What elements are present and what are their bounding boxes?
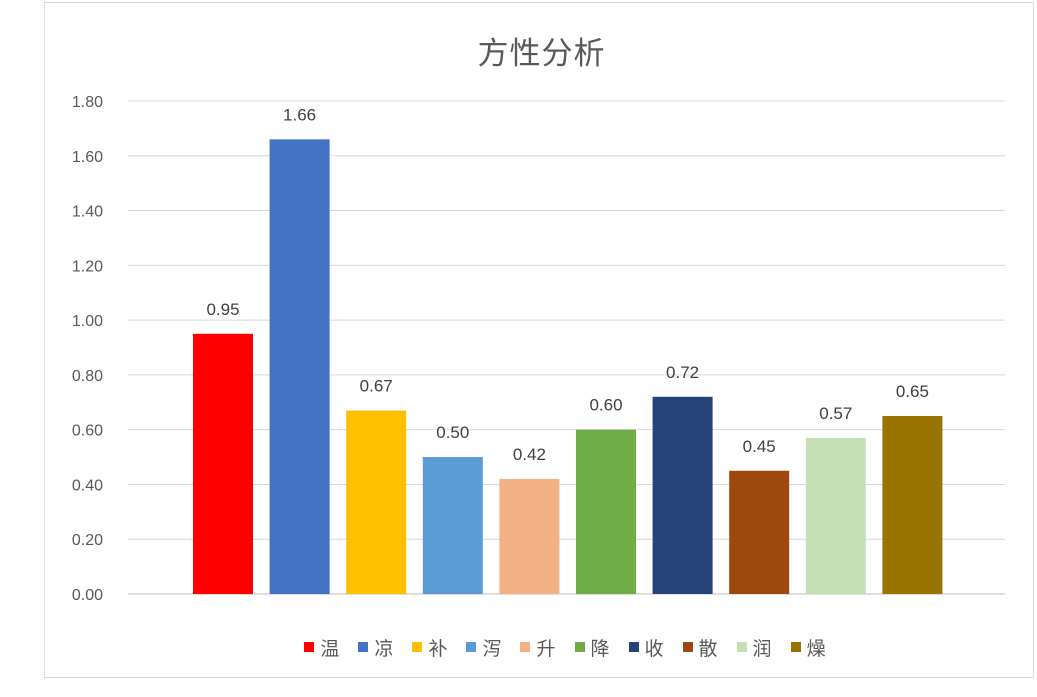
y-tick-label: 1.40 [72,204,103,221]
legend-item: 降 [574,634,610,661]
legend-item: 润 [736,634,772,661]
legend-swatch [628,642,639,652]
bar-6 [576,429,636,594]
legend-item: 收 [628,634,664,661]
legend-label: 补 [428,637,448,660]
legend-swatch [736,642,747,652]
bar-4 [422,457,483,594]
bar-7 [652,396,713,594]
y-tick-label: 1.00 [72,313,103,330]
bar-10 [882,415,943,594]
legend-swatch [358,642,369,652]
y-tick-label: 1.80 [72,94,103,111]
legend-label: 润 [752,637,772,660]
legend-label: 升 [536,637,556,660]
data-label: 1.66 [283,105,316,124]
legend-item: 散 [682,634,718,661]
y-tick-label: 0.80 [72,368,103,385]
legend-label: 散 [698,637,718,660]
bar-9 [805,437,866,594]
legend: 温凉补泻升降收散润燥 [0,632,1037,662]
data-label: 0.60 [589,396,622,415]
data-label: 0.50 [436,423,469,442]
legend-item: 升 [520,634,556,661]
data-label: 0.45 [743,437,776,456]
bar-1 [193,333,253,594]
chart-title: 方性分析 [477,36,606,72]
legend-swatch [790,642,801,652]
legend-item: 凉 [358,634,393,661]
legend-label: 燥 [806,637,826,660]
legend-label: 降 [590,637,610,660]
y-tick-label: 0.40 [72,477,103,494]
y-tick-label: 1.60 [72,149,103,166]
legend-swatch [466,642,477,652]
bar-8 [729,470,790,594]
data-label: 0.95 [206,300,239,319]
bar-5 [499,478,560,594]
data-label: 0.65 [896,382,929,401]
legend-label: 凉 [374,637,394,660]
y-tick-label: 1.20 [72,258,103,275]
data-label: 0.42 [513,445,546,464]
legend-item: 燥 [790,634,826,661]
bar-3 [346,410,407,594]
legend-label: 收 [644,637,664,660]
legend-item: 补 [412,634,447,661]
gridlines [128,100,1005,595]
legend-label: 泻 [482,637,502,660]
data-label: 0.67 [360,376,393,395]
data-label: 0.57 [819,404,852,423]
bars [193,139,943,594]
y-axis-ticks: 0.00 0.20 0.40 0.60 0.80 1.00 1.20 1.40 1.60 1.80 [72,94,103,604]
legend-swatch [574,642,585,652]
legend-swatch [520,642,531,652]
legend-swatch [304,642,315,652]
legend-swatch [682,642,693,652]
bar-2 [269,139,330,594]
legend-label: 温 [320,637,340,660]
data-label: 0.72 [666,363,699,382]
data-labels: 0.95 1.66 0.67 0.50 0.42 0.60 0.72 0.45 0.57 0.65 [206,105,928,464]
y-tick-label: 0.60 [72,423,103,440]
y-tick-label: 0.20 [72,532,103,549]
legend-swatch [412,642,423,652]
y-tick-label: 0.00 [72,587,103,604]
legend-item: 温 [304,634,339,661]
legend-item: 泻 [466,634,501,661]
